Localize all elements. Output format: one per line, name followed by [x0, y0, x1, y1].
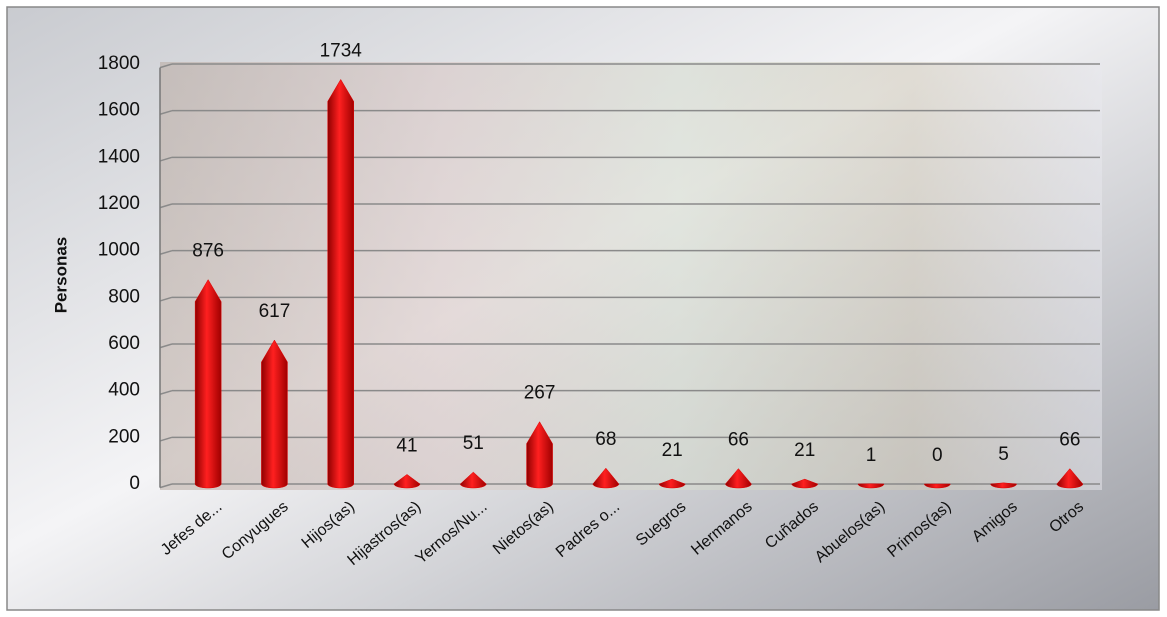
y-tick-label: 600: [108, 333, 140, 354]
y-tick-label: 1600: [98, 100, 140, 121]
value-label: 41: [396, 435, 417, 456]
y-tick-label: 400: [108, 380, 140, 401]
value-label: 1: [866, 445, 877, 466]
value-label: 0: [932, 445, 943, 466]
value-label: 1734: [320, 40, 363, 61]
y-axis-title: Personas: [51, 237, 70, 314]
y-tick-label: 800: [108, 286, 140, 307]
y-tick-label: 1800: [98, 53, 140, 74]
value-label: 51: [463, 433, 484, 454]
bar: [195, 280, 221, 488]
y-tick-label: 1400: [98, 146, 140, 167]
value-label: 267: [524, 383, 556, 404]
value-label: 876: [192, 241, 224, 262]
bar: [261, 340, 287, 488]
value-label: 68: [595, 429, 616, 450]
value-label: 21: [794, 440, 815, 461]
value-label: 21: [662, 440, 683, 461]
y-tick-label: 200: [108, 426, 140, 447]
y-tick-label: 1000: [98, 240, 140, 261]
y-tick-label: 0: [129, 473, 140, 494]
background-photo: [160, 62, 1102, 490]
chart: Personas 0200400600800100012001400160018…: [0, 0, 1167, 617]
value-label: 66: [1059, 430, 1080, 451]
y-tick-label: 1200: [98, 193, 140, 214]
value-label: 5: [998, 444, 1009, 465]
bar: [328, 79, 354, 488]
value-label: 617: [259, 301, 291, 322]
value-label: 66: [728, 430, 749, 451]
